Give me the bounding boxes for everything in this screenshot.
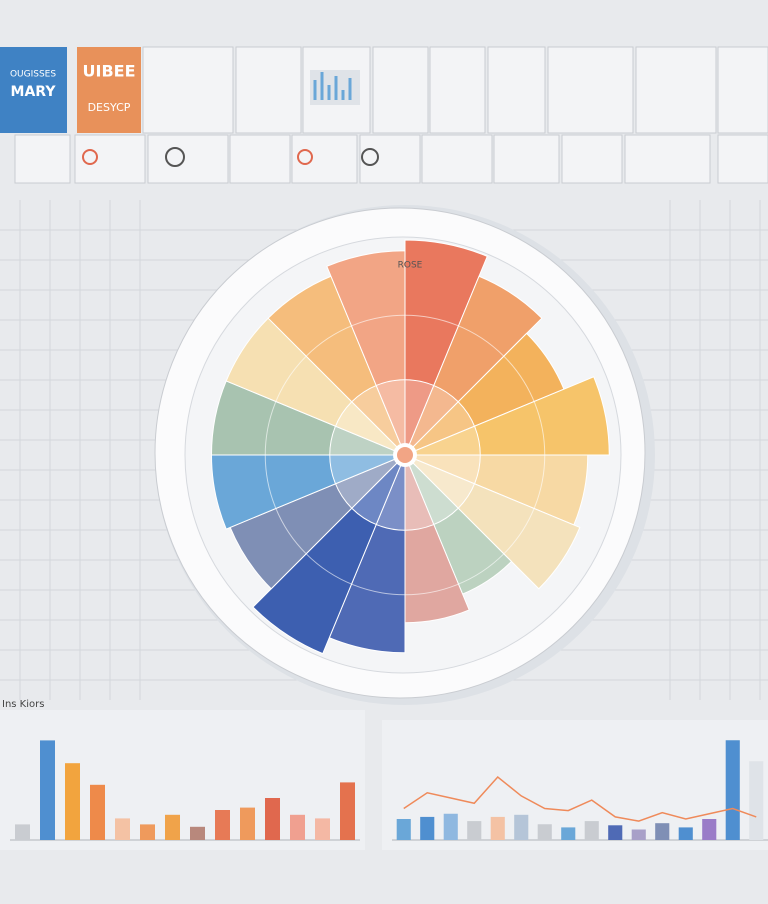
bar <box>40 740 55 840</box>
tile-text: UIBEE <box>83 62 136 81</box>
bar <box>315 818 330 840</box>
tile-text: MARY <box>11 84 57 100</box>
bar <box>749 761 764 840</box>
bar <box>655 823 670 840</box>
bar <box>467 821 482 840</box>
summary-tile <box>0 47 67 133</box>
tile-text: DESYCP <box>88 101 131 114</box>
bar <box>561 827 576 840</box>
bar-charts: Ins Kiors <box>2 699 768 841</box>
bar <box>678 827 693 840</box>
bar <box>514 814 529 840</box>
rose-sector <box>404 239 488 456</box>
bar <box>265 798 280 840</box>
rose-sector <box>404 376 610 456</box>
bar <box>490 816 505 840</box>
bar <box>443 813 458 840</box>
bar <box>65 763 80 840</box>
bar <box>396 819 411 840</box>
rose-sector <box>404 454 581 590</box>
rose-chart: ROSE <box>210 239 610 655</box>
rose-sector <box>326 250 406 456</box>
title-tile <box>77 47 141 133</box>
bar <box>608 825 623 840</box>
bar <box>537 824 552 840</box>
bar <box>115 818 130 840</box>
tile-text: OUGISSES <box>10 70 56 80</box>
chart-label: Ins Kiors <box>2 699 44 710</box>
bar <box>290 814 305 840</box>
line-series <box>403 775 757 822</box>
bar <box>702 819 717 840</box>
bar <box>215 810 230 840</box>
bar <box>420 816 435 840</box>
bar <box>165 814 180 840</box>
bar <box>340 782 355 840</box>
bar <box>190 826 205 840</box>
bar <box>631 829 646 840</box>
bar <box>15 824 30 840</box>
rose-sector <box>404 275 543 456</box>
bar <box>725 740 740 840</box>
bar <box>240 807 255 840</box>
bar <box>584 821 599 840</box>
rose-sector <box>252 454 406 655</box>
rose-ring <box>264 314 546 596</box>
rose-center <box>397 447 413 463</box>
bar <box>90 784 105 840</box>
bar <box>140 824 155 840</box>
chart-label: ROSE <box>398 261 423 271</box>
top-tiles: OUGISSES MARY UIBEE DESYCP <box>0 46 768 184</box>
